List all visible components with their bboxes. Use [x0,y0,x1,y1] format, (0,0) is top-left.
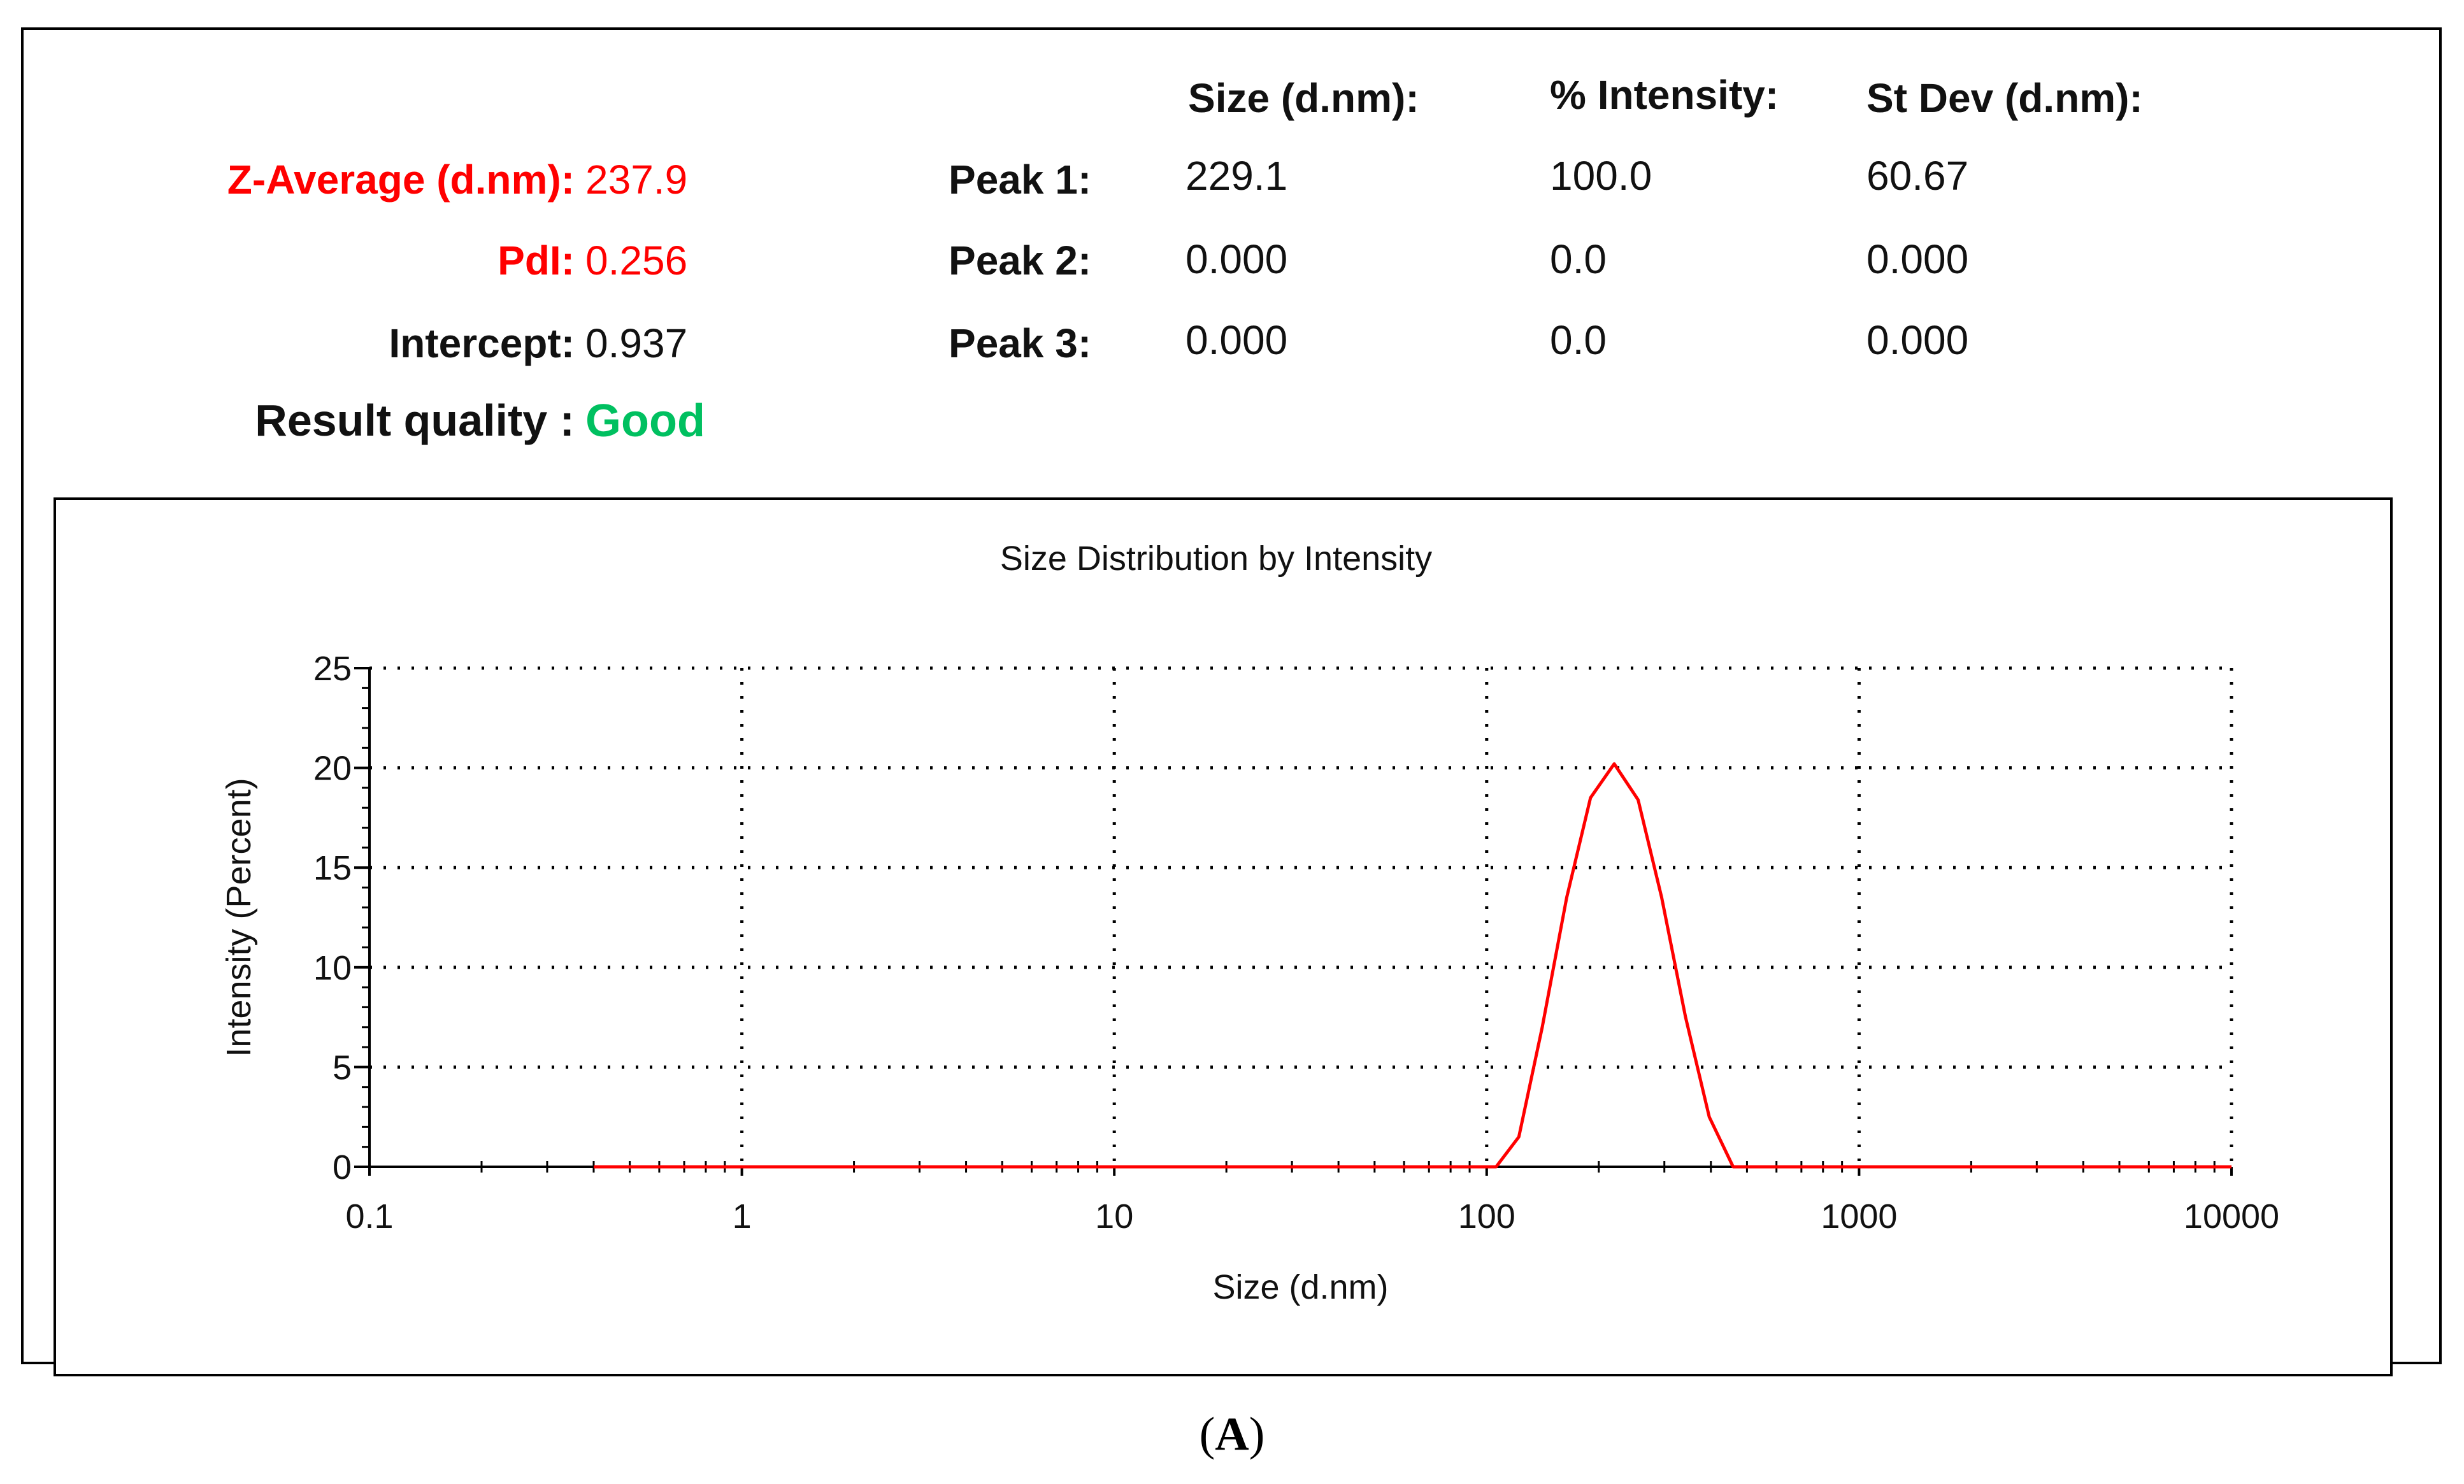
peak-2-intensity: 0.0 [1550,236,1607,282]
header-intensity: % Intensity: [1550,72,1779,118]
pdi-label: PdI: [498,238,575,283]
header-stdev: St Dev (d.nm): [1866,75,2143,121]
result-quality-label: Result quality : [255,396,575,445]
series-line-0 [594,762,2231,1169]
x-tick-label: 10 [1095,1197,1133,1236]
result-quality-value: Good [585,396,705,446]
report-frame: Z-Average (d.nm): 237.9 PdI: 0.256 Inter… [21,27,2442,1376]
x-tick-label: 10000 [2184,1197,2279,1236]
peak-2-size: 0.000 [1185,236,1288,282]
y-tick-label: 0 [333,1148,352,1187]
peak-1-size: 229.1 [1185,153,1288,199]
x-tick-label: 1000 [1821,1197,1897,1236]
intercept-label: Intercept: [389,320,575,366]
x-tick-label: 0.1 [345,1197,393,1236]
y-tick-label: 10 [313,949,352,987]
z-average-label: Z-Average (d.nm): [227,157,575,203]
x-axis-label: Size (d.nm) [1212,1268,1388,1306]
chart-panel: Size Distribution by Intensity 0 5 10 15 20 25… [54,497,2393,1376]
size-distribution-chart: Size Distribution by Intensity 0 5 10 15 20 25… [220,539,2279,1306]
peak-3-label: Peak 3: [949,320,1092,366]
x-tick-label: 100 [1458,1197,1515,1236]
peak-1-stdev: 60.67 [1866,153,1969,199]
header-size: Size (d.nm): [1188,75,1419,121]
y-tick-label: 20 [313,750,352,788]
peak-3-intensity: 0.0 [1550,317,1607,363]
y-tick-label: 15 [313,849,352,887]
intercept-value: 0.937 [585,320,688,366]
peak-1-label: Peak 1: [949,157,1092,203]
peak-1-intensity: 100.0 [1550,153,1652,199]
peak-3-stdev: 0.000 [1866,317,1969,363]
z-average-value: 237.9 [585,157,688,203]
y-tick-label: 25 [313,650,352,688]
peak-2-stdev: 0.000 [1866,236,1969,282]
y-axis-label: Intensity (Percent) [220,778,258,1057]
figure-caption: (A) [1199,1408,1265,1460]
chart-title: Size Distribution by Intensity [1000,539,1432,578]
peak-3-size: 0.000 [1185,317,1288,363]
peak-2-label: Peak 2: [949,238,1092,283]
x-tick-label: 1 [733,1197,752,1236]
pdi-value: 0.256 [585,238,688,283]
y-tick-label: 5 [333,1048,352,1087]
